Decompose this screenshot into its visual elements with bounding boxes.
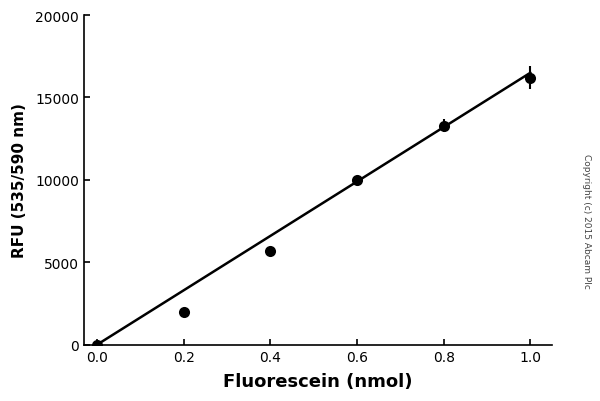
X-axis label: Fluorescein (nmol): Fluorescein (nmol) [223, 372, 413, 390]
Y-axis label: RFU (535/590 nm): RFU (535/590 nm) [12, 103, 27, 258]
Text: Copyright (c) 2015 Abcam Plc: Copyright (c) 2015 Abcam Plc [582, 153, 591, 288]
